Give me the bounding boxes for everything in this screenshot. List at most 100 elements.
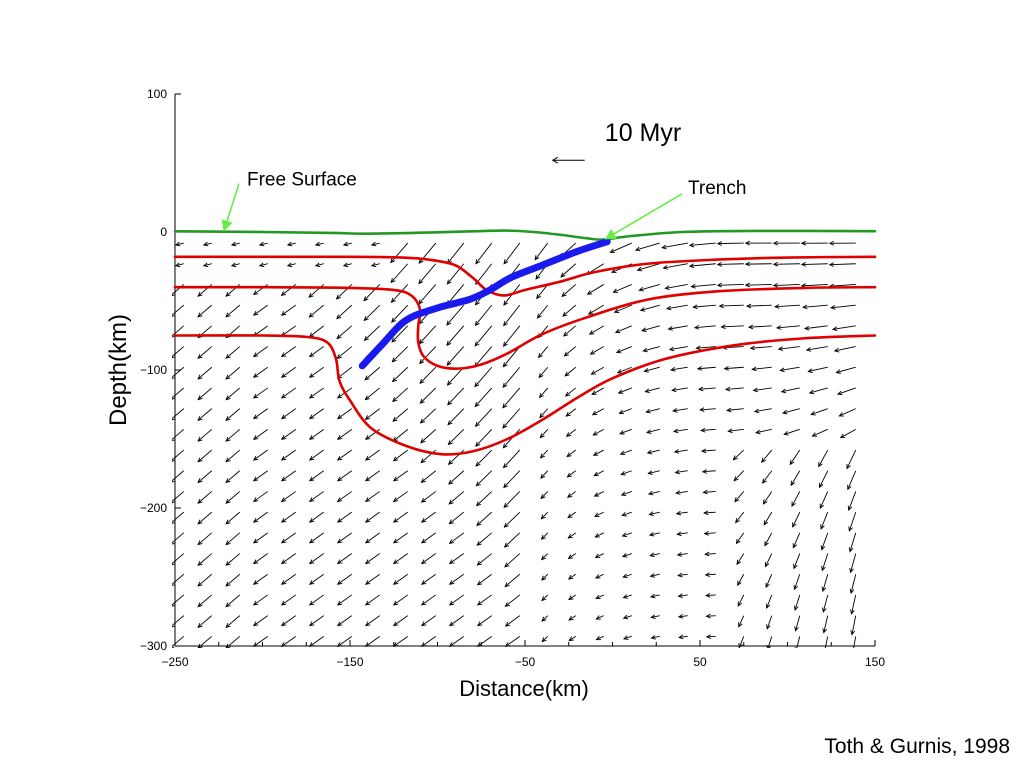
trench-label: Trench: [688, 178, 746, 199]
velocity-arrow: [421, 553, 437, 564]
velocity-arrowhead: [503, 502, 509, 509]
velocity-arrowhead: [504, 562, 510, 568]
velocity-arrowhead: [446, 279, 452, 285]
velocity-arrow: [738, 615, 745, 627]
velocity-arrowhead: [621, 532, 628, 537]
velocity-arrow: [818, 449, 829, 467]
velocity-arrowhead: [534, 255, 540, 261]
velocity-arrowhead: [850, 630, 856, 636]
velocity-arrowhead: [639, 307, 646, 312]
velocity-arrow: [565, 408, 577, 417]
velocity-arrowhead: [846, 463, 851, 470]
velocity-arrowhead: [308, 435, 315, 440]
velocity-arrow: [691, 283, 716, 288]
velocity-arrow: [476, 470, 493, 487]
velocity-arrow: [539, 408, 549, 418]
velocity-arrow: [801, 283, 828, 287]
velocity-arrow: [476, 511, 493, 526]
velocity-arrowhead: [419, 378, 425, 385]
velocity-arrowhead: [539, 413, 545, 419]
velocity-arrow: [364, 325, 381, 341]
velocity-arrowhead: [448, 559, 455, 565]
velocity-arrowhead: [504, 642, 511, 647]
velocity-arrowhead: [536, 293, 541, 300]
velocity-arrowhead: [252, 455, 259, 461]
velocity-arrowhead: [755, 429, 761, 435]
velocity-arrow: [766, 615, 773, 629]
velocity-arrow: [281, 325, 297, 337]
velocity-arrowhead: [314, 262, 321, 268]
velocity-arrow: [793, 553, 801, 569]
velocity-arrowhead: [615, 348, 622, 354]
velocity-arrowhead: [225, 374, 231, 380]
velocity-arrowhead: [225, 478, 231, 484]
velocity-arrow: [391, 284, 409, 303]
velocity-arrowhead: [761, 457, 767, 463]
velocity-arrowhead: [620, 471, 626, 476]
velocity-arrowhead: [308, 476, 315, 482]
velocity-arrowhead: [252, 414, 259, 420]
velocity-arrow: [622, 553, 632, 557]
velocity-arrowhead: [609, 248, 615, 254]
velocity-arrowhead: [370, 262, 377, 268]
velocity-arrow: [648, 491, 660, 495]
velocity-arrowhead: [724, 386, 731, 392]
velocity-arrowhead: [803, 325, 810, 331]
velocity-arrowhead: [308, 580, 315, 585]
velocity-arrow: [446, 346, 465, 366]
velocity-arrowhead: [364, 600, 371, 606]
velocity-arrowhead: [252, 497, 259, 503]
velocity-arrow: [782, 408, 800, 414]
velocity-arrow: [784, 428, 800, 435]
velocity-arrow: [804, 325, 828, 330]
velocity-arrowhead: [539, 453, 545, 459]
velocity-arrowhead: [280, 455, 287, 461]
velocity-arrow: [337, 532, 353, 544]
velocity-arrow: [287, 242, 296, 246]
velocity-arrow: [647, 449, 660, 454]
velocity-arrow: [853, 636, 857, 648]
velocity-arrowhead: [565, 432, 572, 437]
velocity-arrowhead: [667, 326, 673, 331]
velocity-arrow: [755, 428, 772, 434]
velocity-arrow: [568, 615, 576, 621]
velocity-arrow: [393, 532, 409, 544]
velocity-arrow: [677, 532, 688, 535]
velocity-arrowhead: [849, 567, 854, 574]
velocity-arrowhead: [676, 531, 682, 537]
velocity-arrowhead: [702, 489, 708, 495]
velocity-arrowhead: [619, 430, 625, 435]
velocity-arrowhead: [503, 300, 509, 306]
velocity-arrowhead: [364, 395, 370, 401]
velocity-arrow: [801, 263, 828, 265]
velocity-arrow: [475, 429, 493, 447]
velocity-arrow: [541, 532, 549, 540]
velocity-arrowhead: [392, 497, 399, 503]
velocity-arrow: [593, 428, 604, 436]
velocity-arrow: [615, 325, 632, 333]
velocity-arrowhead: [308, 559, 315, 565]
velocity-arrow: [420, 429, 437, 444]
velocity-arrow: [365, 553, 381, 564]
velocity-arrow: [281, 553, 297, 564]
velocity-arrow: [393, 615, 409, 626]
velocity-arrowhead: [696, 366, 703, 371]
velocity-arrow: [721, 325, 744, 328]
velocity-arrow: [705, 553, 716, 555]
velocity-arrow: [336, 325, 353, 339]
velocity-arrowhead: [716, 261, 723, 267]
velocity-arrowhead: [280, 373, 287, 378]
velocity-arrow: [503, 449, 521, 468]
velocity-arrow: [197, 387, 213, 400]
velocity-arrow: [309, 428, 325, 440]
velocity-arrow: [724, 366, 744, 370]
velocity-arrow: [281, 615, 297, 626]
velocity-arrowhead: [225, 436, 231, 442]
velocity-arrowhead: [197, 436, 203, 442]
velocity-arrowhead: [568, 595, 574, 601]
velocity-arrowhead: [592, 451, 599, 456]
velocity-arrow: [592, 408, 604, 416]
velocity-arrowhead: [591, 410, 598, 416]
velocity-arrowhead: [197, 457, 203, 463]
velocity-arrowhead: [646, 449, 653, 455]
